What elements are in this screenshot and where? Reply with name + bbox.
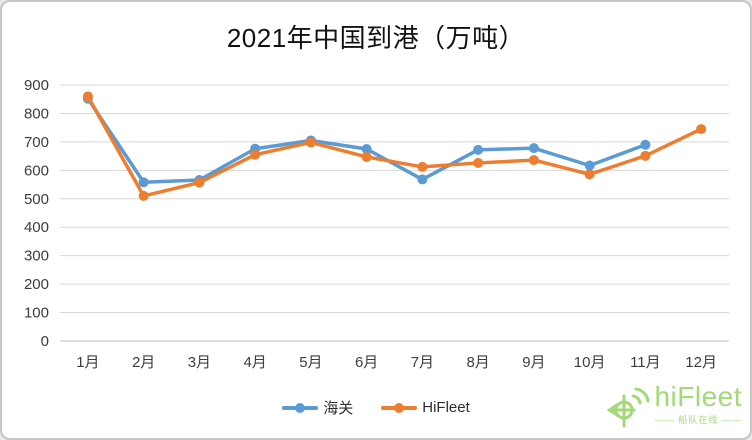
x-axis-tick-label: 8月: [466, 354, 489, 371]
legend-label-hifleet: HiFleet: [422, 399, 470, 416]
x-axis-tick-label: 9月: [522, 354, 545, 371]
x-axis-tick-label: 12月: [685, 354, 717, 371]
hifleet-logo-brand: hiFleet: [654, 381, 742, 412]
series-line-1: [86, 94, 703, 198]
y-axis-tick-label: 0: [41, 333, 49, 350]
x-axis-tick-label: 5月: [299, 354, 322, 371]
x-axis-tick-label: 2月: [132, 354, 155, 371]
y-axis-tick-label: 300: [24, 248, 49, 265]
data-point-marker: [473, 144, 484, 155]
chart-title: 2021年中国到港（万吨）: [226, 23, 526, 53]
data-point-marker: [417, 161, 428, 172]
data-point-marker: [640, 150, 651, 161]
data-point-marker: [82, 93, 93, 104]
data-point-marker: [528, 143, 539, 154]
legend-item-customs: 海关: [282, 397, 353, 418]
data-point-marker: [138, 177, 149, 188]
data-point-marker: [361, 151, 372, 162]
data-point-marker: [250, 149, 261, 160]
x-axis-tick-label: 10月: [574, 354, 606, 371]
data-point-marker: [528, 155, 539, 166]
legend-line-marker-icon: [381, 402, 418, 413]
data-point-marker: [194, 175, 205, 186]
data-point-marker: [640, 139, 651, 150]
data-point-marker: [82, 91, 93, 102]
y-axis-tick-label: 500: [24, 191, 49, 208]
data-point-marker: [361, 144, 372, 154]
data-point-marker: [473, 157, 484, 168]
hifleet-logo-tagline: —— 船队在线 ——: [654, 415, 742, 426]
x-axis-tick-label: 3月: [188, 354, 211, 371]
data-point-marker: [250, 143, 261, 154]
x-axis-tick-label: 7月: [411, 354, 434, 371]
y-axis-tick-label: 100: [24, 305, 49, 322]
y-axis-tick-label: 400: [24, 219, 49, 236]
data-point-marker: [584, 169, 595, 180]
data-point-marker: [138, 190, 149, 201]
data-point-marker: [584, 160, 595, 171]
chart-legend: 海关 HiFleet: [2, 397, 750, 418]
x-axis-tick-label: 4月: [243, 354, 266, 371]
data-point-marker: [305, 137, 316, 148]
y-axis-tick-label: 800: [24, 105, 49, 122]
y-axis-tick-label: 600: [24, 162, 49, 179]
legend-item-hifleet: HiFleet: [381, 399, 470, 416]
y-axis-tick-label: 700: [24, 134, 49, 151]
legend-line-marker-icon: [282, 402, 319, 413]
x-axis-tick-label: 1月: [76, 354, 99, 371]
data-point-marker: [305, 135, 316, 146]
series-line-0: [86, 96, 648, 185]
hifleet-compass-icon: [607, 387, 650, 428]
data-point-marker: [696, 124, 707, 135]
y-axis-tick-label: 900: [24, 77, 49, 94]
data-point-marker: [194, 177, 205, 188]
data-point-marker: [417, 174, 428, 185]
legend-label-customs: 海关: [323, 400, 354, 417]
y-axis-tick-label: 200: [24, 276, 49, 293]
x-axis-tick-label: 6月: [355, 354, 378, 371]
hifleet-logo: hiFleet —— 船队在线 ——: [607, 382, 742, 432]
x-axis-tick-label: 11月: [630, 354, 661, 371]
